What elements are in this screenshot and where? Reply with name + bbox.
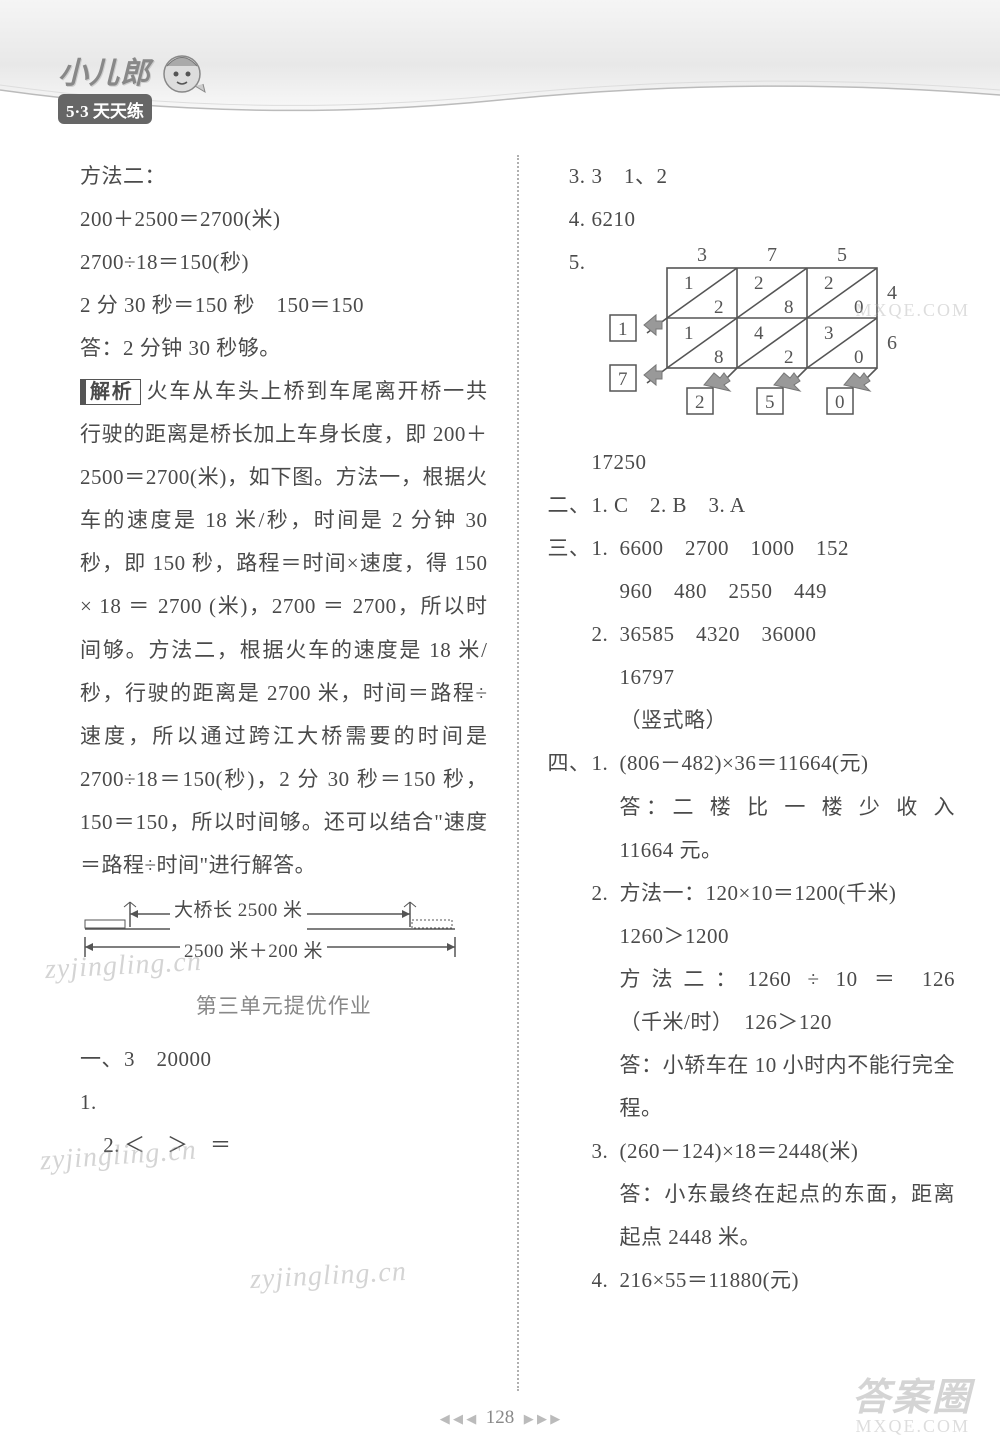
svg-text:8: 8	[784, 297, 794, 318]
sec4-q2a: 方法一：120×10＝1200(千米)	[620, 872, 897, 915]
page-header: 小儿郎 5·3 天天练	[0, 0, 1000, 130]
lat-top-1: 7	[767, 244, 778, 266]
q-num: 2.	[80, 1124, 124, 1167]
sec2: 二、1. C 2. B 3. A	[548, 484, 956, 527]
watermark-logo: 答案圈	[852, 1366, 972, 1421]
lattice-result: 17250	[548, 441, 956, 484]
lattice-diagram: 3 7 5	[592, 243, 932, 433]
sec3-1: 三、1.6600 2700 1000 152	[548, 527, 956, 570]
left-column: 方法二： 200＋2500＝2700(米) 2700÷18＝150(秒) 2 分…	[80, 155, 513, 1391]
svg-text:2: 2	[714, 297, 724, 318]
svg-text:1: 1	[684, 323, 694, 344]
page-footer: ◀ ◀ ◀ 128 ▶ ▶ ▶	[0, 1407, 1000, 1429]
q-num: 2.	[592, 613, 620, 656]
svg-text:0: 0	[854, 347, 864, 368]
analysis-label: 解析	[80, 379, 141, 405]
sec4-q1b: 答：二 楼 比 一 楼 少 收 入	[548, 786, 956, 829]
sec4-q1a: (806－482)×36＝11664(元)	[620, 742, 869, 785]
q-num: 5.	[548, 241, 592, 441]
svg-text:5: 5	[765, 392, 775, 413]
sec4-q3a: (260－124)×18＝2448(米)	[620, 1130, 859, 1173]
sec-label: 四、	[548, 742, 592, 785]
sec-label: 二、	[548, 484, 592, 527]
lat-top-0: 3	[697, 244, 708, 266]
q4: 4.6210	[548, 198, 956, 241]
q-num: 1.	[592, 527, 620, 570]
q-num: 2.	[592, 872, 620, 915]
sec4-q2d: （千米/时） 126＞120	[548, 1001, 956, 1044]
watermark-site-2: MXQE.COM	[855, 300, 970, 321]
sec1-q2: 2. ＜ ＞ ＝	[80, 1124, 488, 1167]
q5: 5. 3 7 5	[548, 241, 956, 441]
content-area: 方法二： 200＋2500＝2700(米) 2700÷18＝150(秒) 2 分…	[0, 155, 1000, 1391]
q1-1-ans: 3 20000	[124, 1038, 212, 1124]
logo-subtitle: 5·3 天天练	[58, 94, 152, 124]
q3-ans: 3 1、2	[592, 155, 668, 198]
svg-text:2: 2	[695, 392, 705, 413]
sec4-q2b: 1260＞1200	[548, 915, 956, 958]
q-num: 4.	[548, 198, 592, 241]
svg-text:6: 6	[887, 332, 898, 354]
svg-text:3: 3	[824, 323, 834, 344]
equation-2: 2700÷18＝150(秒)	[80, 241, 488, 284]
page-number: 128	[486, 1407, 515, 1428]
sec-label: 一、1.	[80, 1038, 124, 1124]
bridge-top-label: 大桥长 2500 米	[170, 892, 307, 931]
svg-text:0: 0	[835, 392, 845, 413]
column-divider	[517, 155, 519, 1391]
q-num: 4.	[592, 1259, 620, 1302]
tri-left-icon: ◀ ◀ ◀	[440, 1411, 477, 1426]
equation-3: 2 分 30 秒＝150 秒 150＝150	[80, 284, 488, 327]
q3: 3.3 1、2	[548, 155, 956, 198]
lat-top-2: 5	[837, 244, 848, 266]
sec3-l1: 6600 2700 1000 152	[620, 527, 850, 570]
svg-text:2: 2	[824, 273, 834, 294]
equation-1: 200＋2500＝2700(米)	[80, 198, 488, 241]
svg-text:2: 2	[754, 273, 764, 294]
q4-ans: 6210	[592, 198, 636, 241]
analysis-body: 火车从车头上桥到车尾离开桥一共行驶的距离是桥长加上车身长度，即 200＋2500…	[80, 379, 488, 877]
sec4-4: 4.216×55＝11880(元)	[548, 1259, 956, 1302]
sec4-q4a: 216×55＝11880(元)	[620, 1259, 800, 1302]
answer-line: 答：2 分钟 30 秒够。	[80, 327, 488, 370]
svg-text:2: 2	[784, 347, 794, 368]
q1-2-ans: ＜ ＞ ＝	[124, 1124, 232, 1167]
sec4-3: 3.(260－124)×18＝2448(米)	[548, 1130, 956, 1173]
sec3-2: 2.36585 4320 36000	[548, 613, 956, 656]
svg-text:1: 1	[684, 273, 694, 294]
sec3-l1b: 960 480 2550 449	[548, 570, 956, 613]
svg-text:7: 7	[618, 369, 628, 390]
bridge-bottom-label: 2500 米＋200 米	[180, 933, 327, 972]
section-title: 第三单元提优作业	[80, 985, 488, 1028]
sec4-q2e: 答：小轿车在 10 小时内不能行完全程。	[548, 1044, 956, 1130]
sec4-1: 四、1.(806－482)×36＝11664(元)	[548, 742, 956, 785]
sec3-note: （竖式略）	[548, 699, 956, 742]
svg-text:4: 4	[754, 323, 764, 344]
sec3-l2b: 16797	[548, 656, 956, 699]
analysis-block: 解析火车从车头上桥到车尾离开桥一共行驶的距离是桥长加上车身长度，即 200＋25…	[80, 370, 488, 887]
sec4-q2c: 方法二：1260 ÷ 10 ＝ 126	[548, 958, 956, 1001]
method2-label: 方法二：	[80, 155, 488, 198]
sec4-q1c: 11664 元。	[548, 829, 956, 872]
q-num: 3.	[592, 1130, 620, 1173]
svg-text:8: 8	[714, 347, 724, 368]
right-column: 3.3 1、2 4.6210 5. 3 7 5	[523, 155, 956, 1391]
tri-right-icon: ▶ ▶ ▶	[524, 1411, 561, 1426]
sec1-q1: 一、1. 3 20000	[80, 1038, 488, 1124]
q-num: 3.	[548, 155, 592, 198]
sec3-l2: 36585 4320 36000	[620, 613, 817, 656]
q-num: 1.	[592, 742, 620, 785]
sec4-2: 2.方法一：120×10＝1200(千米)	[548, 872, 956, 915]
bridge-diagram: 大桥长 2500 米 2500 米＋200 米	[80, 897, 460, 967]
sec2-items: 1. C 2. B 3. A	[592, 484, 746, 527]
sec4-q3b: 答：小东最终在起点的东面，距离起点 2448 米。	[548, 1173, 956, 1259]
svg-text:1: 1	[618, 319, 628, 340]
watermark-site: MXQE.COM	[855, 1416, 970, 1437]
sec-label: 三、	[548, 527, 592, 570]
mascot-icon	[155, 44, 210, 99]
